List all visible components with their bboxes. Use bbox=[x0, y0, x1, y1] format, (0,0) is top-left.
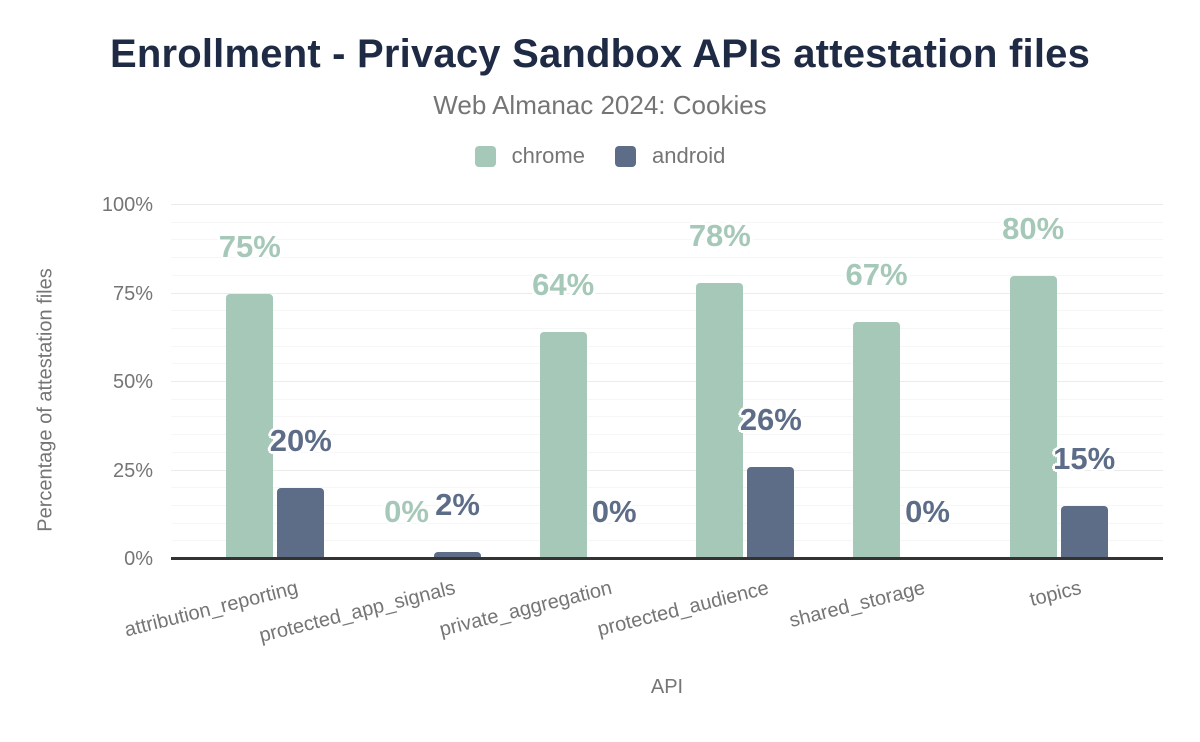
value-label-android-attribution_reporting: 20% bbox=[269, 423, 332, 459]
legend-item-android: android bbox=[614, 143, 726, 169]
bar-col-android-topics: 15% bbox=[1053, 205, 1115, 559]
bar-col-chrome-attribution_reporting: 75% bbox=[219, 205, 281, 559]
bar-chrome-attribution_reporting bbox=[226, 293, 274, 559]
x-axis-title: API bbox=[650, 676, 684, 698]
legend: chrome android bbox=[0, 143, 1200, 169]
chart-title: Enrollment - Privacy Sandbox APIs attest… bbox=[109, 32, 1091, 76]
bar-col-chrome-shared_storage: 67% bbox=[845, 205, 908, 559]
bar-android-attribution_reporting bbox=[277, 488, 325, 559]
bar-group-shared_storage: 67% 0% bbox=[824, 205, 981, 559]
gridline-minor-85 bbox=[171, 257, 1163, 259]
plot-area: 75% 20% 0% 2% 64% 0% 78% 26% 67% 0% 80% 15% bbox=[171, 204, 1163, 560]
bar-group-topics: 80% 15% bbox=[980, 205, 1137, 559]
bar-group-protected_audience: 78% 26% bbox=[667, 205, 824, 559]
gridline-minor-10 bbox=[171, 522, 1163, 524]
y-tick-25%: 25% bbox=[112, 459, 153, 482]
gridline-minor-45 bbox=[171, 398, 1163, 400]
value-label-chrome-private_aggregation: 64% bbox=[532, 267, 595, 303]
legend-swatch-chrome bbox=[474, 145, 496, 167]
bar-col-android-shared_storage: 0% bbox=[904, 205, 951, 559]
y-tick-75%: 75% bbox=[112, 282, 153, 305]
gridline-minor-60 bbox=[171, 345, 1163, 347]
x-axis-line bbox=[171, 557, 1163, 560]
value-label-android-protected_audience: 26% bbox=[739, 401, 802, 437]
bar-android-protected_app_signals bbox=[434, 551, 481, 559]
x-tick-private_aggregation: private_aggregation bbox=[437, 577, 614, 642]
y-axis-title: Percentage of attestation files bbox=[34, 268, 57, 532]
x-tick-topics: topics bbox=[1027, 577, 1084, 611]
chart-subtitle: Web Almanac 2024: Cookies bbox=[433, 90, 767, 120]
gridline-minor-80 bbox=[171, 274, 1163, 276]
bar-col-android-protected_app_signals: 2% bbox=[434, 205, 481, 559]
gridline-minor-70 bbox=[171, 310, 1163, 312]
gridline-minor-40 bbox=[171, 416, 1163, 418]
value-label-chrome-attribution_reporting: 75% bbox=[218, 228, 281, 264]
bar-chrome-private_aggregation bbox=[539, 332, 587, 559]
bar-col-chrome-protected_audience: 78% bbox=[689, 205, 751, 559]
bar-col-android-attribution_reporting: 20% bbox=[270, 205, 332, 559]
gridline-minor-95 bbox=[171, 221, 1163, 223]
legend-label: android bbox=[651, 143, 726, 168]
legend-label: chrome bbox=[511, 143, 585, 168]
bar-group-attribution_reporting: 75% 20% bbox=[197, 205, 354, 559]
value-label-android-protected_app_signals: 2% bbox=[435, 486, 480, 522]
value-label-chrome-topics: 80% bbox=[1002, 210, 1065, 246]
bar-col-android-protected_audience: 26% bbox=[740, 205, 802, 559]
gridline-minor-30 bbox=[171, 451, 1163, 453]
bar-col-android-private_aggregation: 0% bbox=[591, 205, 638, 559]
bar-chrome-protected_audience bbox=[696, 282, 744, 559]
y-tick-100%: 100% bbox=[101, 194, 153, 216]
bar-group-private_aggregation: 64% 0% bbox=[510, 205, 667, 559]
gridline-minor-15 bbox=[171, 504, 1163, 506]
gridline-minor-65 bbox=[171, 327, 1163, 329]
gridline-minor-90 bbox=[171, 239, 1163, 241]
gridline-major-25 bbox=[171, 469, 1163, 471]
value-label-chrome-shared_storage: 67% bbox=[845, 256, 908, 292]
bar-col-chrome-protected_app_signals: 0% bbox=[383, 205, 430, 559]
gridline-major-100 bbox=[171, 204, 1163, 205]
value-label-android-shared_storage: 0% bbox=[905, 494, 950, 529]
bar-android-topics bbox=[1060, 505, 1108, 559]
bar-chrome-topics bbox=[1009, 275, 1057, 559]
gridline-minor-20 bbox=[171, 487, 1163, 489]
gridline-minor-55 bbox=[171, 363, 1163, 365]
bar-col-chrome-private_aggregation: 64% bbox=[532, 205, 594, 559]
gridline-major-50 bbox=[171, 381, 1163, 382]
value-label-android-private_aggregation: 0% bbox=[591, 494, 637, 529]
gridline-minor-35 bbox=[171, 434, 1163, 436]
bar-groups: 75% 20% 0% 2% 64% 0% 78% 26% 67% 0% 80% 15% bbox=[171, 205, 1163, 559]
gridline-major-75 bbox=[171, 292, 1163, 294]
bar-chrome-shared_storage bbox=[853, 321, 901, 559]
value-label-chrome-protected_app_signals: 0% bbox=[384, 494, 429, 529]
gridline-minor-5 bbox=[171, 540, 1163, 542]
x-tick-protected_audience: protected_audience bbox=[594, 577, 771, 641]
x-tick-shared_storage: shared_storage bbox=[787, 577, 928, 632]
value-label-chrome-protected_audience: 78% bbox=[688, 217, 751, 253]
y-tick-50%: 50% bbox=[112, 371, 153, 393]
bar-android-protected_audience bbox=[747, 466, 795, 559]
bar-col-chrome-topics: 80% bbox=[1002, 205, 1064, 559]
value-label-android-topics: 15% bbox=[1053, 440, 1116, 476]
y-tick-0%: 0% bbox=[124, 548, 153, 570]
legend-swatch-android bbox=[614, 145, 636, 167]
legend-item-chrome: chrome bbox=[474, 143, 585, 169]
bar-group-protected_app_signals: 0% 2% bbox=[354, 205, 511, 559]
